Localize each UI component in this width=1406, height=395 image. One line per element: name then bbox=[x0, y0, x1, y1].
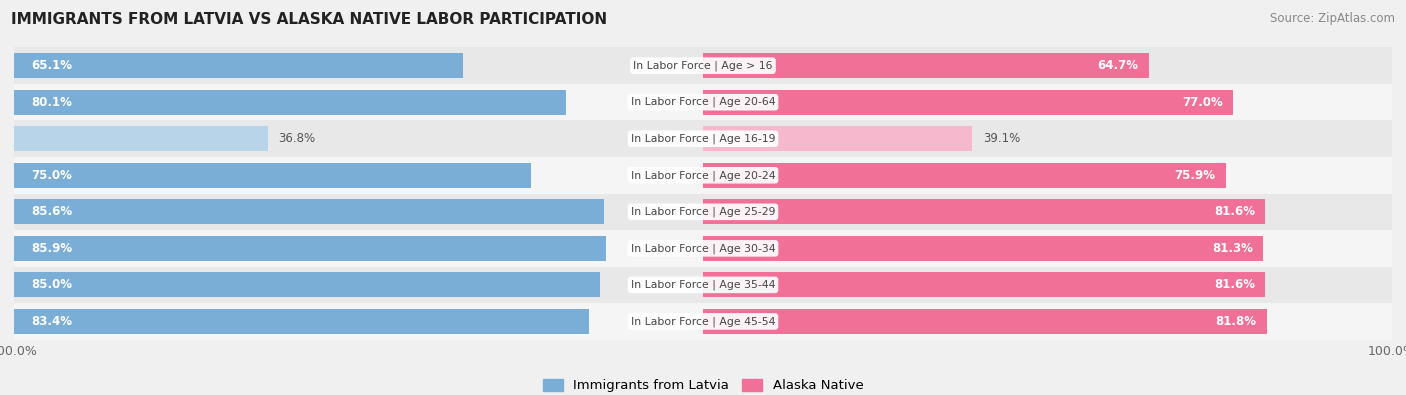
Bar bbox=[703, 199, 1265, 224]
Bar bbox=[14, 273, 599, 297]
Text: 80.1%: 80.1% bbox=[31, 96, 72, 109]
Text: 75.0%: 75.0% bbox=[31, 169, 72, 182]
Bar bbox=[14, 199, 603, 224]
Bar bbox=[703, 126, 973, 151]
Text: In Labor Force | Age > 16: In Labor Force | Age > 16 bbox=[633, 60, 773, 71]
Text: In Labor Force | Age 45-54: In Labor Force | Age 45-54 bbox=[631, 316, 775, 327]
Text: Source: ZipAtlas.com: Source: ZipAtlas.com bbox=[1270, 12, 1395, 25]
Text: 83.4%: 83.4% bbox=[31, 315, 72, 328]
Bar bbox=[14, 47, 1392, 84]
Text: 77.0%: 77.0% bbox=[1182, 96, 1223, 109]
Bar bbox=[14, 309, 589, 334]
Text: 64.7%: 64.7% bbox=[1098, 59, 1139, 72]
Bar bbox=[14, 90, 565, 115]
Text: 85.9%: 85.9% bbox=[31, 242, 72, 255]
Bar bbox=[14, 120, 1392, 157]
Text: In Labor Force | Age 16-19: In Labor Force | Age 16-19 bbox=[631, 134, 775, 144]
Bar bbox=[703, 273, 1265, 297]
Bar bbox=[14, 157, 1392, 194]
Bar bbox=[14, 84, 1392, 120]
Bar bbox=[14, 230, 1392, 267]
Text: In Labor Force | Age 35-44: In Labor Force | Age 35-44 bbox=[631, 280, 775, 290]
Text: 81.3%: 81.3% bbox=[1212, 242, 1253, 255]
Text: In Labor Force | Age 25-29: In Labor Force | Age 25-29 bbox=[631, 207, 775, 217]
Text: 85.6%: 85.6% bbox=[31, 205, 72, 218]
Bar bbox=[14, 126, 267, 151]
Bar bbox=[703, 53, 1149, 78]
Text: 75.9%: 75.9% bbox=[1174, 169, 1216, 182]
Text: 81.6%: 81.6% bbox=[1213, 205, 1254, 218]
Bar bbox=[14, 194, 1392, 230]
Legend: Immigrants from Latvia, Alaska Native: Immigrants from Latvia, Alaska Native bbox=[537, 373, 869, 395]
Text: In Labor Force | Age 20-24: In Labor Force | Age 20-24 bbox=[631, 170, 775, 181]
Bar bbox=[703, 90, 1233, 115]
Bar bbox=[14, 236, 606, 261]
Text: 81.6%: 81.6% bbox=[1213, 278, 1254, 292]
Text: IMMIGRANTS FROM LATVIA VS ALASKA NATIVE LABOR PARTICIPATION: IMMIGRANTS FROM LATVIA VS ALASKA NATIVE … bbox=[11, 12, 607, 27]
Text: In Labor Force | Age 30-34: In Labor Force | Age 30-34 bbox=[631, 243, 775, 254]
Bar bbox=[703, 309, 1267, 334]
Bar bbox=[14, 303, 1392, 340]
Text: 65.1%: 65.1% bbox=[31, 59, 72, 72]
Bar bbox=[14, 163, 531, 188]
Text: 81.8%: 81.8% bbox=[1215, 315, 1256, 328]
Text: 85.0%: 85.0% bbox=[31, 278, 72, 292]
Text: In Labor Force | Age 20-64: In Labor Force | Age 20-64 bbox=[631, 97, 775, 107]
Text: 36.8%: 36.8% bbox=[278, 132, 315, 145]
Bar bbox=[703, 163, 1226, 188]
Bar bbox=[14, 53, 463, 78]
Bar bbox=[703, 236, 1263, 261]
Text: 39.1%: 39.1% bbox=[983, 132, 1019, 145]
Bar bbox=[14, 267, 1392, 303]
